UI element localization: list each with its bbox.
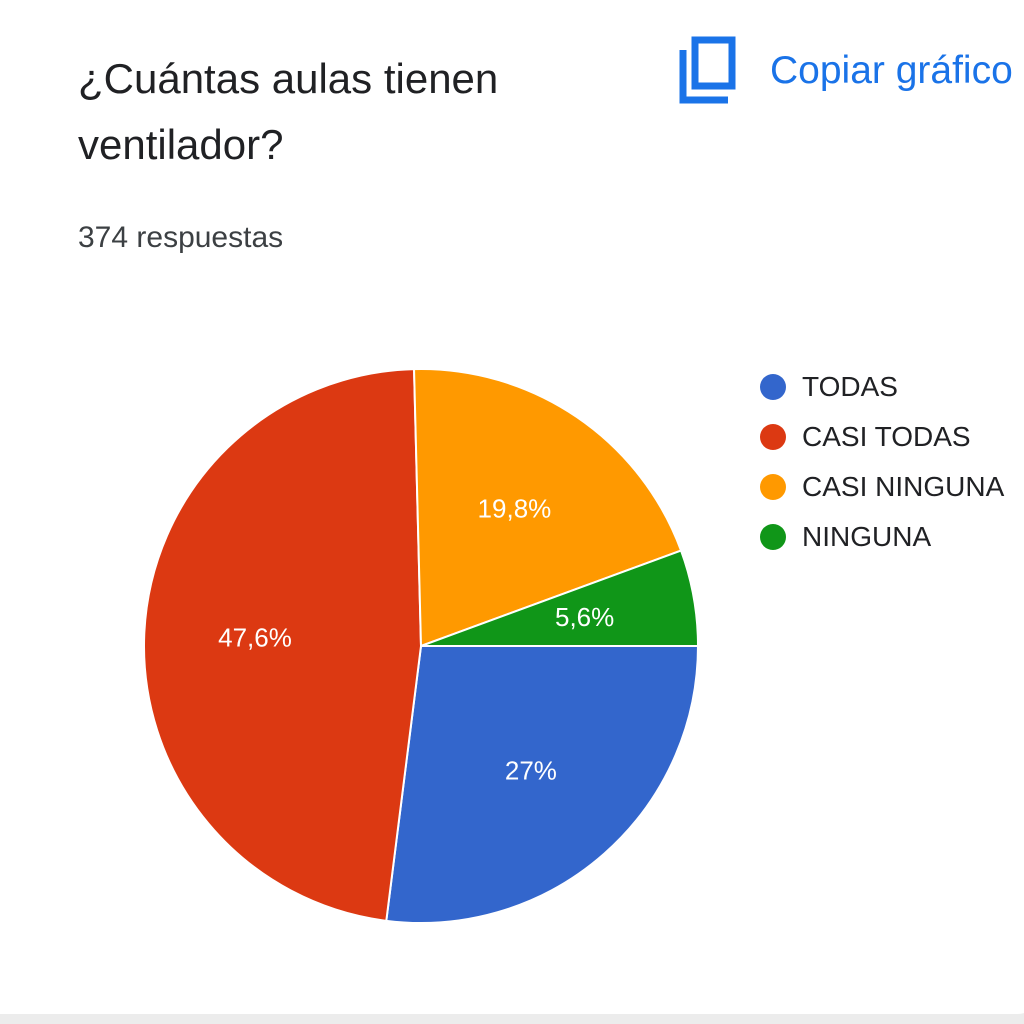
pie-slice-ninguna[interactable] (420, 549, 700, 647)
pie-slice-todas[interactable] (385, 645, 700, 924)
legend-item[interactable]: CASI NINGUNA (760, 462, 1004, 512)
slice-data-label: 19,8% (478, 494, 552, 524)
legend-swatch (760, 524, 786, 550)
legend-item[interactable]: CASI TODAS (760, 412, 1004, 462)
copy-chart-button[interactable]: Copiar gráfico (678, 36, 1013, 106)
slice-data-label: 47,6% (218, 623, 292, 653)
pie-slice-casi-todas[interactable] (142, 368, 423, 922)
pie-slice-casi-ninguna[interactable] (413, 368, 683, 648)
chart-legend: TODAS CASI TODAS CASI NINGUNA NINGUNA (760, 362, 1004, 562)
legend-label: CASI TODAS (802, 421, 971, 452)
copy-chart-label: Copiar gráfico (770, 49, 1013, 92)
slice-data-label: 27% (505, 756, 557, 786)
legend-swatch (760, 424, 786, 450)
response-count: 374 respuestas (78, 221, 284, 254)
legend-swatch (760, 374, 786, 400)
slice-data-label: 5,6% (555, 602, 614, 632)
legend-label: TODAS (802, 371, 898, 402)
legend-label: CASI NINGUNA (802, 471, 1005, 502)
legend-swatch (760, 474, 786, 500)
question-title: ¿Cuántas aulas tienen ventilador? (78, 55, 499, 168)
legend-item[interactable]: TODAS (760, 362, 1004, 412)
legend-label: NINGUNA (802, 521, 932, 552)
legend-item[interactable]: NINGUNA (760, 512, 1004, 562)
content-copy-icon (679, 36, 736, 104)
